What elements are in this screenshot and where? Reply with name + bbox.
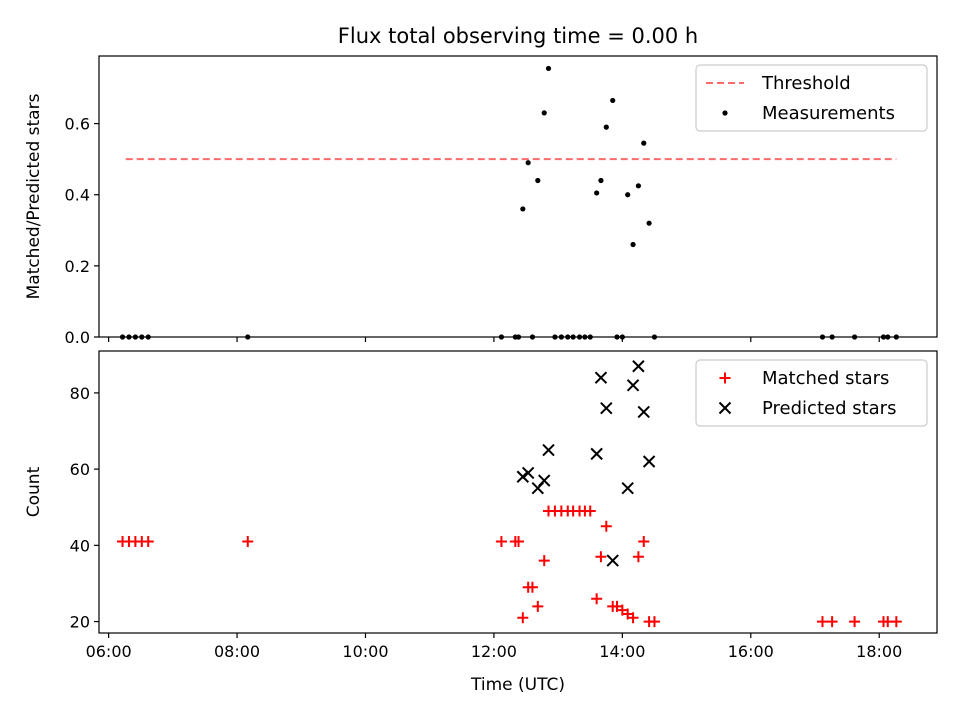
top-panel: 0.0 0.2 0.4 0.6 Matched/Predicted stars Thres… bbox=[24, 55, 938, 347]
x-tick-label: 12:00 bbox=[471, 642, 517, 661]
plus-point-0-4 bbox=[142, 536, 154, 548]
x-point-1-8 bbox=[606, 554, 619, 567]
x-point-1-1 bbox=[521, 466, 535, 480]
plus-point-0-12 bbox=[532, 600, 544, 612]
y-tick-label: 0.2 bbox=[65, 257, 90, 276]
legend-x-marker bbox=[718, 401, 732, 415]
plus-point-0-23 bbox=[595, 551, 607, 563]
x-point-1-4 bbox=[542, 443, 555, 457]
dot-point-0-24 bbox=[603, 124, 609, 130]
dot-point-0-22 bbox=[594, 190, 600, 196]
legend-dot-marker bbox=[722, 110, 728, 116]
y-tick-label: 0.0 bbox=[65, 328, 90, 347]
dot-point-0-9 bbox=[520, 206, 526, 212]
x-axis-label: Time (UTC) bbox=[470, 675, 565, 695]
dot-point-0-32 bbox=[646, 220, 652, 226]
dot-point-0-10 bbox=[525, 160, 531, 166]
plus-point-0-6 bbox=[495, 536, 507, 548]
plus-point-0-35 bbox=[826, 616, 838, 628]
legend-box bbox=[695, 64, 928, 132]
legend-label: Measurements bbox=[762, 103, 895, 124]
dot-point-0-12 bbox=[535, 177, 541, 184]
legend-label: Threshold bbox=[761, 73, 851, 94]
x-tick-label: 10:00 bbox=[342, 642, 388, 661]
x-point-1-10 bbox=[626, 379, 640, 392]
plus-point-0-30 bbox=[632, 551, 644, 563]
x-tick-label: 18:00 bbox=[856, 642, 902, 661]
plus-point-0-24 bbox=[600, 520, 612, 532]
plus-point-0-9 bbox=[517, 612, 529, 624]
x-point-1-3 bbox=[538, 474, 551, 487]
x-point-1-7 bbox=[600, 401, 613, 415]
legend: Matched stars Predicted stars bbox=[695, 359, 928, 427]
x-tick-label: 06:00 bbox=[86, 642, 132, 661]
plus-point-0-39 bbox=[890, 616, 902, 628]
legend-label: Predicted stars bbox=[762, 398, 896, 419]
dot-point-0-28 bbox=[625, 192, 631, 198]
plus-point-0-29 bbox=[627, 612, 639, 624]
dot-point-0-29 bbox=[630, 241, 636, 248]
dot-point-0-13 bbox=[541, 110, 547, 116]
legend-box bbox=[695, 359, 928, 427]
dot-point-0-25 bbox=[610, 97, 616, 104]
x-tick-label: 14:00 bbox=[599, 642, 645, 661]
legend: Threshold Measurements bbox=[695, 64, 928, 132]
x-tick-label: 08:00 bbox=[214, 642, 260, 661]
dot-point-0-14 bbox=[545, 65, 552, 72]
y-axis-label: Count bbox=[24, 466, 44, 517]
y-tick-label: 0.6 bbox=[65, 115, 90, 134]
plot-frame bbox=[98, 55, 938, 338]
y-tick-label: 40 bbox=[70, 536, 90, 555]
bottom-panel: 20 40 60 80 06:00 08:00 10:00 12:00 14:00 16:00 18… bbox=[24, 350, 938, 695]
dot-point-0-30 bbox=[635, 183, 642, 189]
plus-point-0-13 bbox=[538, 555, 550, 567]
y-tick-label: 20 bbox=[70, 613, 90, 632]
dot-point-0-31 bbox=[641, 140, 647, 146]
plot-frame bbox=[98, 350, 938, 634]
plus-point-0-31 bbox=[638, 536, 650, 548]
plus-point-0-34 bbox=[816, 616, 828, 628]
chart-title: Flux total observing time = 0.00 h bbox=[338, 24, 698, 48]
plus-point-0-22 bbox=[591, 593, 603, 605]
x-tick-label: 16:00 bbox=[728, 642, 774, 661]
x-point-1-11 bbox=[632, 360, 645, 373]
y-tick-label: 80 bbox=[70, 384, 90, 403]
legend-label: Matched stars bbox=[762, 368, 889, 389]
legend-plus-marker bbox=[719, 372, 731, 384]
x-point-1-13 bbox=[642, 455, 656, 468]
y-tick-label: 60 bbox=[70, 460, 90, 479]
plus-point-0-21 bbox=[584, 505, 596, 517]
plus-point-0-5 bbox=[242, 536, 254, 548]
y-tick-label: 0.4 bbox=[65, 186, 90, 205]
dot-point-0-23 bbox=[598, 177, 604, 184]
x-point-1-12 bbox=[637, 405, 650, 419]
x-point-1-9 bbox=[621, 481, 634, 495]
x-point-1-0 bbox=[516, 470, 530, 483]
y-axis-label: Matched/Predicted stars bbox=[24, 93, 44, 299]
plus-point-0-33 bbox=[648, 616, 660, 628]
plus-point-0-8 bbox=[513, 536, 525, 548]
plus-point-0-11 bbox=[526, 581, 538, 593]
x-point-1-6 bbox=[594, 371, 608, 384]
plus-point-0-36 bbox=[849, 616, 861, 628]
x-point-1-5 bbox=[590, 447, 603, 461]
